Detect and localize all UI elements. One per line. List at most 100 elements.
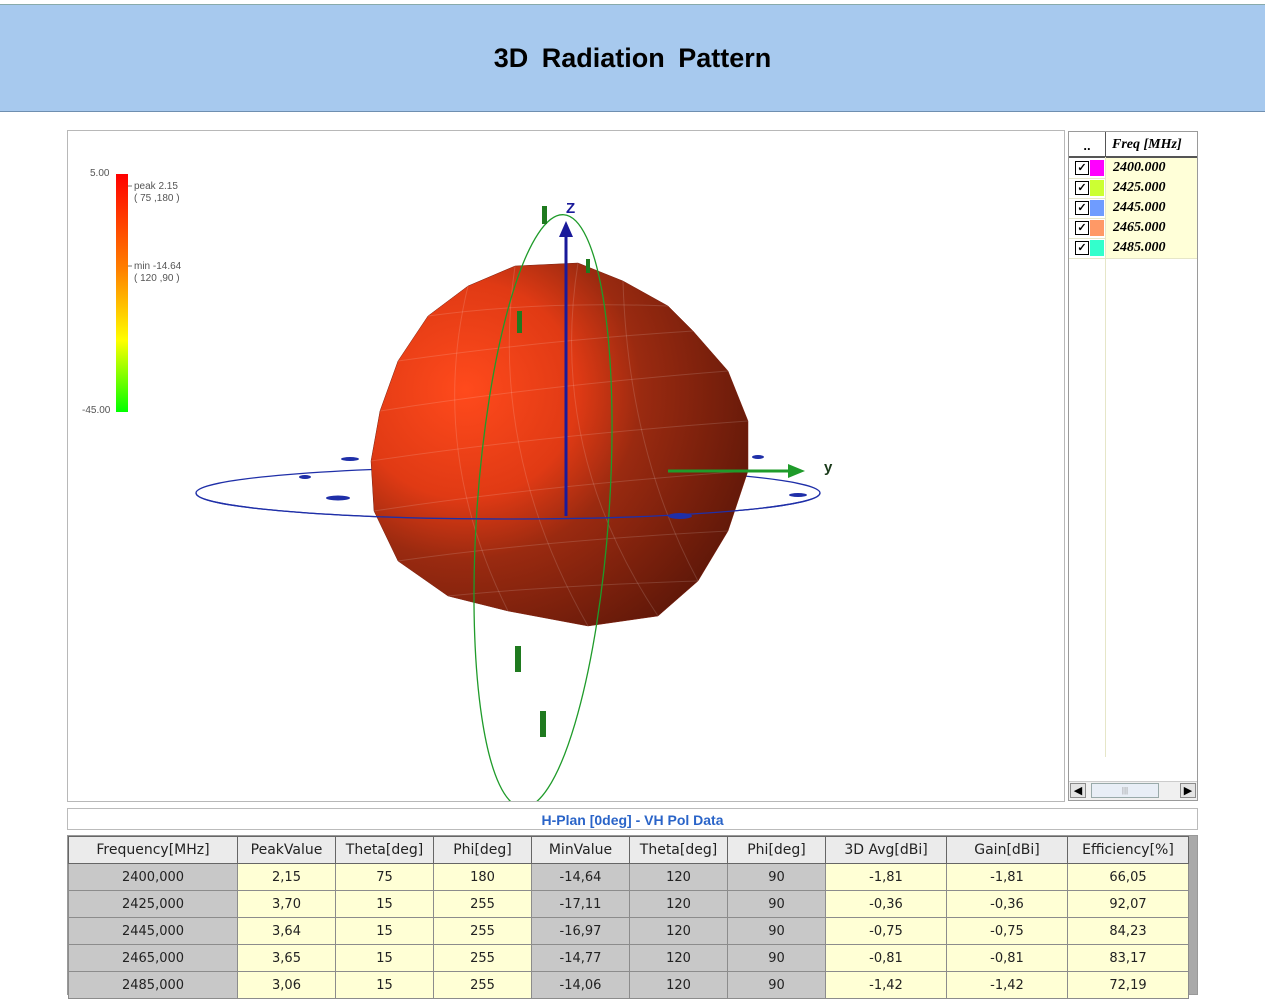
checkbox-icon[interactable]: ✓ <box>1075 181 1089 195</box>
page-title: 3D Radiation Pattern <box>494 43 772 74</box>
table-cell: 120 <box>630 864 728 891</box>
frequency-value: 2485.000 <box>1106 238 1197 258</box>
table-cell: -14,64 <box>532 864 630 891</box>
z-axis-label: Z <box>566 200 575 217</box>
table-cell: 3,65 <box>238 945 336 972</box>
table-row: 2445,000 3,64 15 255 -16,97 120 90 -0,75 -0,75 84… <box>69 918 1189 945</box>
frequency-value: 2425.000 <box>1106 178 1197 198</box>
table-cell: -0,75 <box>826 918 947 945</box>
table-cell: 2485,000 <box>69 972 238 999</box>
table-cell: -0,36 <box>947 891 1068 918</box>
y-axis-label: y <box>824 459 833 476</box>
column-header[interactable]: 3D Avg[dBi] <box>826 837 947 864</box>
table-cell: 3,06 <box>238 972 336 999</box>
table-cell: 66,05 <box>1068 864 1189 891</box>
frequency-value: 2445.000 <box>1106 198 1197 218</box>
column-header[interactable]: Phi[deg] <box>434 837 532 864</box>
table-cell: 120 <box>630 918 728 945</box>
colorbar-min-text: min -14.64 ( 120 ,90 ) <box>134 261 181 285</box>
color-swatch <box>1090 180 1104 196</box>
freq-column-header[interactable]: Freq [MHz] <box>1106 132 1197 156</box>
frequency-list-header: .. Freq [MHz] <box>1069 132 1197 158</box>
column-header[interactable]: MinValue <box>532 837 630 864</box>
table-cell: 83,17 <box>1068 945 1189 972</box>
horizontal-scrollbar[interactable]: ◀ ||| ▶ <box>1069 781 1197 800</box>
3d-viewport[interactable]: Z y 5.00 -45.00 peak 2.15 ( 75 ,180 ) mi… <box>67 130 1065 802</box>
table-cell: -16,97 <box>532 918 630 945</box>
table-cell: 92,07 <box>1068 891 1189 918</box>
table-cell: 2445,000 <box>69 918 238 945</box>
results-table-container: Frequency[MHz] PeakValue Theta[deg] Phi[deg… <box>67 835 1198 995</box>
frequency-value: 2465.000 <box>1106 218 1197 238</box>
table-cell: 90 <box>728 891 826 918</box>
table-cell: 120 <box>630 972 728 999</box>
radiation-pattern-svg[interactable]: Z y <box>68 131 1065 802</box>
table-cell: -1,42 <box>947 972 1068 999</box>
colorbar-peak-text: peak 2.15 ( 75 ,180 ) <box>134 181 180 205</box>
table-row: 2400,000 2,15 75 180 -14,64 120 90 -1,81 -1,81 66… <box>69 864 1189 891</box>
frequency-item[interactable]: ✓ 2445.000 <box>1069 198 1197 219</box>
colorbar-gradient <box>116 174 128 412</box>
checkbox-icon[interactable]: ✓ <box>1075 241 1089 255</box>
table-cell: -14,77 <box>532 945 630 972</box>
table-cell: 90 <box>728 864 826 891</box>
table-cell: -17,11 <box>532 891 630 918</box>
table-cell: 15 <box>336 918 434 945</box>
column-header[interactable]: Gain[dBi] <box>947 837 1068 864</box>
table-cell: 72,19 <box>1068 972 1189 999</box>
frequency-item[interactable]: ✓ 2485.000 <box>1069 238 1197 259</box>
table-cell: 15 <box>336 972 434 999</box>
table-title: H-Plan [0deg] - VH Pol Data <box>67 808 1198 830</box>
color-swatch <box>1090 240 1104 256</box>
checkbox-icon[interactable]: ✓ <box>1075 221 1089 235</box>
frequency-list[interactable]: .. Freq [MHz] ✓ 2400.000 ✓ 2425.000 ✓ 2445.00… <box>1068 131 1198 801</box>
checkbox-icon[interactable]: ✓ <box>1075 201 1089 215</box>
table-cell: 255 <box>434 918 532 945</box>
table-cell: -0,81 <box>947 945 1068 972</box>
table-cell: -0,81 <box>826 945 947 972</box>
radiation-lobe <box>371 263 748 626</box>
table-cell: 120 <box>630 945 728 972</box>
title-bar: 3D Radiation Pattern <box>0 4 1265 112</box>
scroll-thumb[interactable]: ||| <box>1091 783 1159 798</box>
column-header[interactable]: Theta[deg] <box>630 837 728 864</box>
table-cell: -1,42 <box>826 972 947 999</box>
table-cell: -1,81 <box>947 864 1068 891</box>
table-cell: -0,75 <box>947 918 1068 945</box>
column-header[interactable]: Theta[deg] <box>336 837 434 864</box>
table-cell: 15 <box>336 891 434 918</box>
table-cell: 75 <box>336 864 434 891</box>
table-cell: 255 <box>434 972 532 999</box>
table-cell: 180 <box>434 864 532 891</box>
marker-column-header[interactable]: .. <box>1069 132 1106 156</box>
y-axis-head-icon <box>788 464 805 478</box>
table-cell: 90 <box>728 945 826 972</box>
color-swatch <box>1090 220 1104 236</box>
scroll-left-icon[interactable]: ◀ <box>1070 783 1086 798</box>
table-row: 2485,000 3,06 15 255 -14,06 120 90 -1,42 -1,42 72… <box>69 972 1189 999</box>
frequency-item[interactable]: ✓ 2425.000 <box>1069 178 1197 199</box>
table-cell: 2,15 <box>238 864 336 891</box>
table-cell: -0,36 <box>826 891 947 918</box>
frequency-item[interactable]: ✓ 2400.000 <box>1069 158 1197 179</box>
column-header[interactable]: Phi[deg] <box>728 837 826 864</box>
colorbar-max-label: 5.00 <box>90 168 109 180</box>
table-cell: 120 <box>630 891 728 918</box>
color-swatch <box>1090 200 1104 216</box>
table-cell: 255 <box>434 891 532 918</box>
color-swatch <box>1090 160 1104 176</box>
column-header[interactable]: Efficiency[%] <box>1068 837 1189 864</box>
column-header[interactable]: Frequency[MHz] <box>69 837 238 864</box>
checkbox-icon[interactable]: ✓ <box>1075 161 1089 175</box>
scroll-right-icon[interactable]: ▶ <box>1180 783 1196 798</box>
table-cell: 90 <box>728 972 826 999</box>
table-cell: 84,23 <box>1068 918 1189 945</box>
table-cell: 3,64 <box>238 918 336 945</box>
table-cell: 90 <box>728 918 826 945</box>
table-cell: -14,06 <box>532 972 630 999</box>
table-cell: 255 <box>434 945 532 972</box>
frequency-value: 2400.000 <box>1106 158 1197 178</box>
frequency-item[interactable]: ✓ 2465.000 <box>1069 218 1197 239</box>
column-header[interactable]: PeakValue <box>238 837 336 864</box>
table-row: 2465,000 3,65 15 255 -14,77 120 90 -0,81 -0,81 83… <box>69 945 1189 972</box>
